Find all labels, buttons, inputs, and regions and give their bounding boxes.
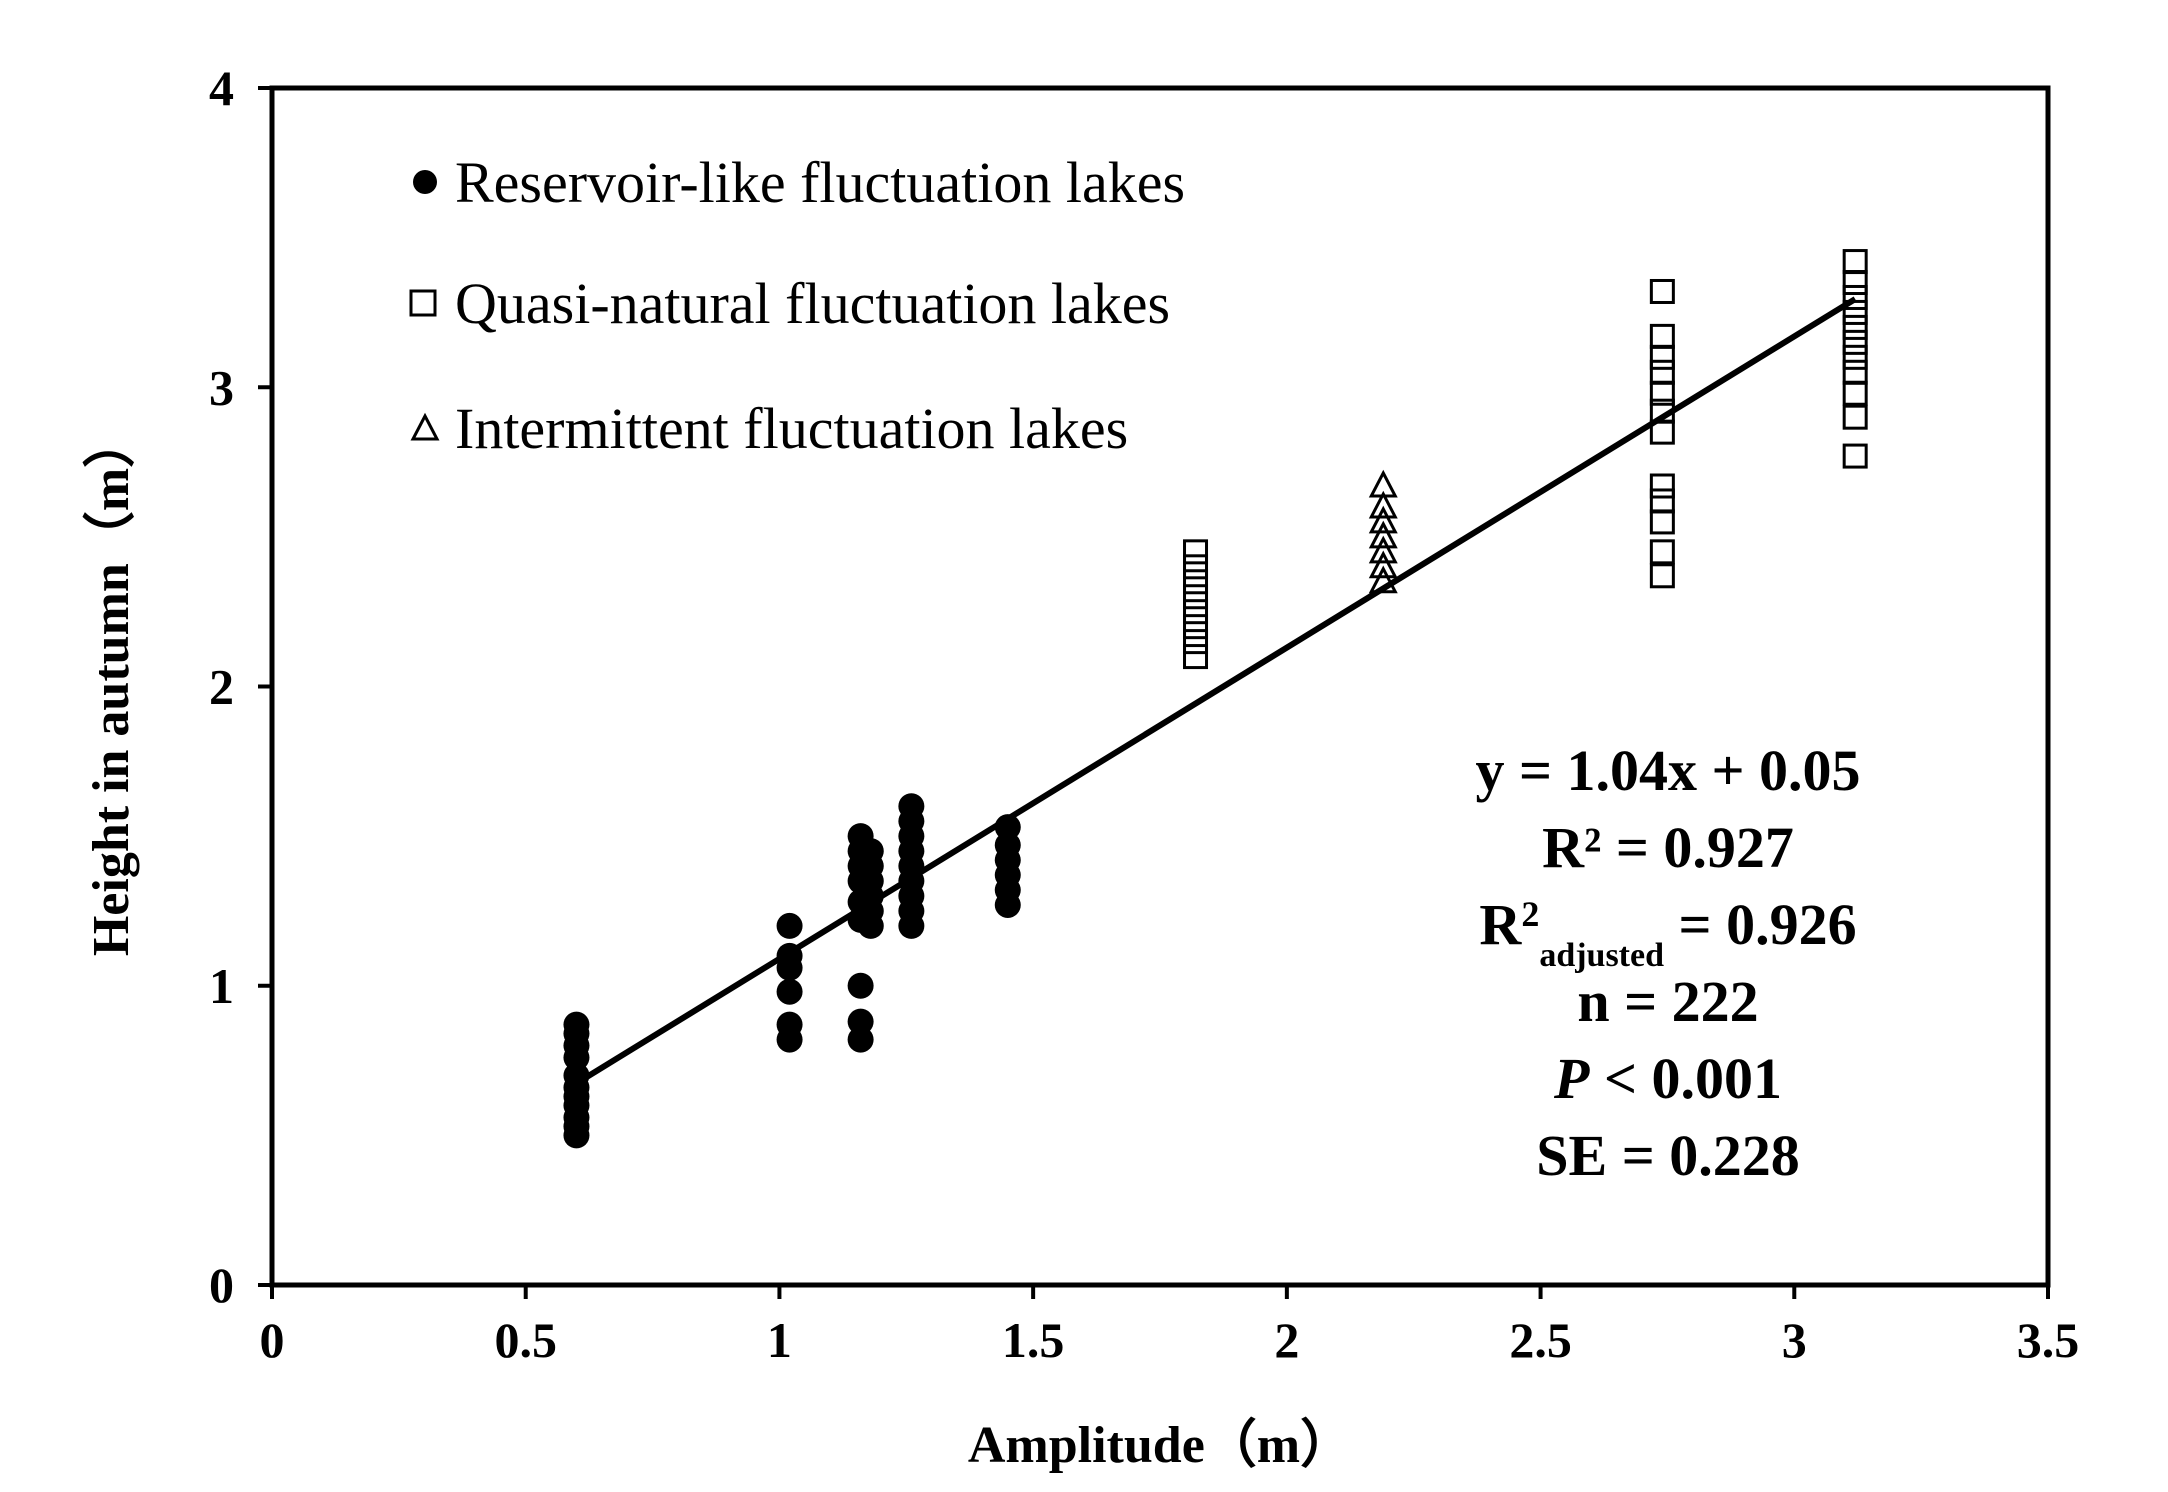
reservoir-point — [776, 1011, 803, 1038]
quasi-natural-point — [1842, 443, 1868, 469]
quasi-natural-point — [1183, 599, 1209, 625]
r2adj-value: = 0.926 — [1664, 892, 1857, 957]
quasi-natural-point — [1842, 249, 1868, 275]
legend: Reservoir-like fluctuation lakes Quasi-n… — [409, 150, 1185, 461]
quasi-natural-point — [1842, 284, 1868, 310]
p-value-text: < 0.001 — [1589, 1046, 1782, 1111]
quasi-natural-point — [1183, 584, 1209, 610]
quasi-natural-point — [1649, 344, 1675, 370]
r-squared: R² = 0.927 — [1542, 815, 1794, 880]
p-symbol: P — [1553, 1046, 1590, 1111]
x-tick-label: 0.5 — [494, 1312, 557, 1368]
quasi-natural-point — [1649, 563, 1675, 589]
intermittent-point — [1368, 490, 1398, 519]
reservoir-point — [776, 978, 803, 1005]
quasi-natural-point — [1842, 329, 1868, 355]
sample-size: n = 222 — [1577, 969, 1758, 1034]
y-tick-label: 2 — [209, 659, 234, 715]
legend-marker-quasi — [409, 289, 437, 317]
p-value: P < 0.001 — [1553, 1046, 1782, 1111]
intermittent-point — [1368, 535, 1398, 564]
y-tick-label: 0 — [209, 1257, 234, 1313]
quasi-natural-point — [1649, 359, 1675, 385]
legend-marker-intermittent — [410, 412, 440, 441]
intermittent-point — [1368, 550, 1398, 579]
r2adj-sup: 2 — [1521, 894, 1539, 934]
quasi-natural-point — [1649, 488, 1675, 514]
r-squared-adjusted: R2adjusted = 0.926 — [1479, 892, 1856, 974]
quasi-natural-point — [1183, 644, 1209, 670]
x-tick-label: 3 — [1782, 1312, 1807, 1368]
quasi-natural-point — [1183, 539, 1209, 565]
quasi-natural-point — [1183, 629, 1209, 655]
quasi-natural-point — [1842, 344, 1868, 370]
legend-label-reservoir: Reservoir-like fluctuation lakes — [455, 150, 1185, 215]
data-points — [563, 249, 1868, 1149]
regression-stats: y = 1.04x + 0.05 R² = 0.927 R2adjusted =… — [1475, 738, 1860, 1188]
reservoir-point — [776, 912, 803, 939]
quasi-natural-point — [1649, 509, 1675, 535]
y-axis-ticks: 0 1 2 3 4 — [209, 60, 272, 1313]
r2adj-sub: adjusted — [1539, 937, 1664, 974]
intermittent-point — [1368, 469, 1398, 498]
r2adj-prefix: R — [1479, 892, 1522, 957]
x-tick-label: 1.5 — [1002, 1312, 1065, 1368]
quasi-natural-point — [1649, 323, 1675, 349]
reservoir-point — [898, 793, 925, 820]
quasi-natural-point — [1842, 404, 1868, 430]
y-tick-label: 3 — [209, 359, 234, 415]
quasi-natural-point — [1183, 614, 1209, 640]
intermittent-point — [1368, 505, 1398, 534]
quasi-natural-point — [1842, 380, 1868, 406]
regression-equation: y = 1.04x + 0.05 — [1475, 738, 1860, 803]
reservoir-point — [847, 972, 874, 999]
reservoir-point — [847, 1008, 874, 1035]
y-axis-label: Height in autumn（m） — [82, 416, 140, 956]
x-axis-ticks: 0 0.5 1 1.5 2 2.5 3 3.5 — [260, 1285, 2080, 1368]
quasi-natural-point — [1842, 270, 1868, 296]
x-tick-label: 2 — [1274, 1312, 1299, 1368]
legend-label-quasi: Quasi-natural fluctuation lakes — [455, 271, 1170, 336]
x-tick-label: 0 — [260, 1312, 285, 1368]
reservoir-point — [847, 1026, 874, 1053]
quasi-natural-point — [1649, 278, 1675, 304]
legend-marker-reservoir — [413, 170, 437, 194]
regression-line — [564, 296, 1857, 1093]
quasi-natural-point — [1842, 314, 1868, 340]
quasi-natural-point — [1183, 554, 1209, 580]
intermittent-point — [1368, 520, 1398, 549]
quasi-natural-point — [1649, 473, 1675, 499]
x-axis-label: Amplitude（m） — [968, 1416, 1352, 1474]
quasi-natural-point — [1649, 539, 1675, 565]
reservoir-point — [857, 838, 884, 865]
x-tick-label: 2.5 — [1509, 1312, 1572, 1368]
x-tick-label: 1 — [767, 1312, 792, 1368]
reservoir-point — [563, 1011, 590, 1038]
quasi-natural-point — [1842, 359, 1868, 385]
legend-label-intermittent: Intermittent fluctuation lakes — [455, 396, 1128, 461]
y-tick-label: 1 — [209, 958, 234, 1014]
quasi-natural-point — [1183, 569, 1209, 595]
standard-error: SE = 0.228 — [1536, 1123, 1800, 1188]
y-tick-label: 4 — [209, 60, 234, 116]
reservoir-point — [994, 832, 1021, 859]
x-tick-label: 3.5 — [2017, 1312, 2080, 1368]
